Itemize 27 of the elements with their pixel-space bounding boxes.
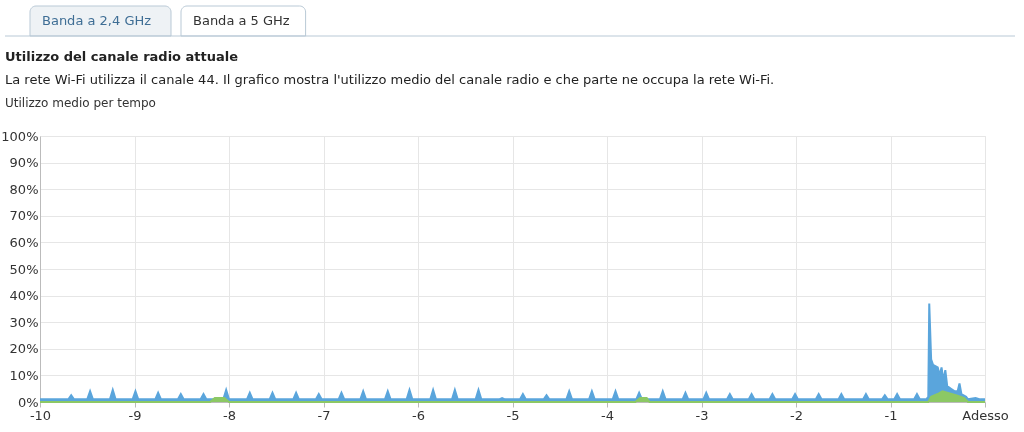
y-tick-label: 50% (9, 261, 39, 277)
x-tick-label: -8 (223, 407, 236, 423)
y-tick-label: 60% (9, 234, 39, 250)
x-tick-label: Adesso (962, 407, 1009, 423)
x-tick-label: -4 (601, 407, 614, 423)
x-tick-label: -1 (884, 407, 898, 423)
y-tick-label: 40% (9, 288, 39, 304)
x-tick-label: -9 (128, 407, 142, 423)
y-tick-label: 10% (9, 367, 39, 383)
x-tick-label: -7 (317, 407, 331, 423)
y-tick-label: 0% (17, 394, 39, 410)
x-tick-label: -2 (790, 407, 803, 423)
chart-title: Utilizzo del canale radio attuale (5, 49, 239, 64)
y-tick-label: 70% (9, 208, 39, 224)
y-tick-label: 20% (9, 341, 39, 357)
text: Banda a 2,4 GHz (42, 13, 152, 28)
text: Banda a 5 GHz (193, 13, 290, 28)
x-tick-label: -3 (695, 407, 709, 423)
x-tick-label: -5 (506, 407, 520, 423)
x-tick-label: -6 (412, 407, 425, 423)
y-tick-label: 30% (9, 314, 39, 330)
y-tick-label: 100% (1, 128, 39, 144)
y-axis-title: Utilizzo medio per tempo (5, 96, 156, 110)
chart-subtitle: La rete Wi-Fi utilizza il canale 44. Il grafico mostra l'utilizzo medio del canale radio e che parte ne occupa la rete Wi-Fi. (5, 72, 775, 87)
y-tick-label: 80% (9, 181, 39, 197)
y-tick-label: 90% (9, 155, 39, 171)
x-tick-label: -10 (29, 407, 52, 423)
